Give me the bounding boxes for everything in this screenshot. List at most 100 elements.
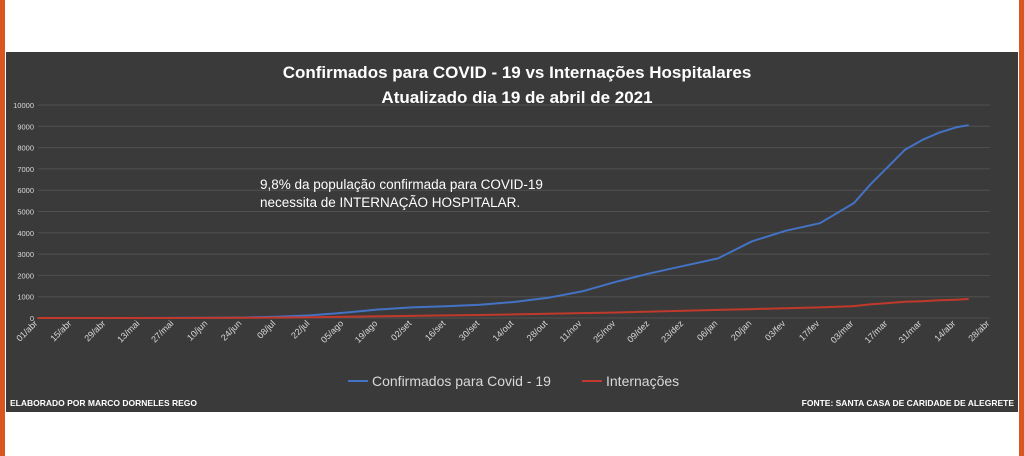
y-tick-label: 8000 <box>17 144 34 153</box>
x-tick-label: 17/mar <box>863 318 890 345</box>
chart-title: Confirmados para COVID - 19 vs Internaçõ… <box>283 63 752 82</box>
x-tick-label: 23/dez <box>659 318 686 345</box>
legend-label-internacoes: Internações <box>606 373 679 389</box>
point-internacoes <box>105 317 107 319</box>
y-tick-label: 9000 <box>17 122 34 131</box>
y-tick-label: 2000 <box>17 271 34 280</box>
point-confirmados <box>547 296 549 299</box>
x-tick-label: 27/mai <box>149 318 175 344</box>
point-internacoes <box>853 305 855 307</box>
point-internacoes <box>938 299 940 302</box>
point-confirmados <box>309 314 311 317</box>
point-internacoes <box>967 298 970 300</box>
point-confirmados <box>683 265 685 267</box>
point-internacoes <box>241 316 243 319</box>
point-confirmados <box>955 126 957 129</box>
x-axis-ticks: 01/abr 15/abr 29/abr 13/mai 27/mai 10/jun 24/j… <box>14 318 991 345</box>
x-tick-label: 13/mai <box>115 318 141 344</box>
footer-left: ELABORADO POR MARCO DORNELES REGO <box>10 398 197 408</box>
y-tick-label: 10000 <box>13 101 34 110</box>
point-confirmados <box>615 280 617 283</box>
legend: Confirmados para Covid - 19 Internações <box>348 373 679 389</box>
point-internacoes <box>870 303 872 305</box>
point-internacoes <box>819 306 821 309</box>
point-confirmados <box>870 183 872 185</box>
point-confirmados <box>938 131 940 134</box>
annotation-line-2: necessita de INTERNAÇÃO HOSPITALAR. <box>260 195 520 210</box>
x-tick-label: 24/jun <box>219 318 243 342</box>
point-confirmados <box>887 165 889 168</box>
x-tick-label: 17/fev <box>797 318 822 343</box>
x-tick-label: 22/jul <box>289 318 311 340</box>
point-internacoes <box>139 317 141 319</box>
x-tick-label: 09/dez <box>625 318 652 345</box>
point-internacoes <box>479 314 481 316</box>
point-confirmados <box>751 240 753 243</box>
x-tick-label: 14/abr <box>932 318 957 343</box>
point-internacoes <box>683 309 685 312</box>
point-confirmados <box>581 290 583 293</box>
x-tick-label: 08/jul <box>255 318 277 340</box>
point-internacoes <box>547 312 549 315</box>
grid-layer <box>38 104 990 319</box>
right-border <box>1019 0 1024 456</box>
series-layer <box>37 124 970 319</box>
chart-subtitle: Atualizado dia 19 de abril de 2021 <box>381 88 652 107</box>
y-tick-label: 3000 <box>17 250 34 259</box>
x-tick-label: 11/nov <box>558 318 584 344</box>
chart-panel <box>6 52 1018 412</box>
point-confirmados <box>819 222 821 225</box>
point-confirmados <box>377 308 379 311</box>
point-internacoes <box>887 302 889 304</box>
x-tick-label: 03/mar <box>829 318 856 345</box>
x-tick-label: 28/out <box>525 318 550 343</box>
point-internacoes <box>275 316 277 319</box>
y-tick-label: 1000 <box>17 293 34 302</box>
legend-label-confirmados: Confirmados para Covid - 19 <box>372 373 551 389</box>
footer-right: FONTE: SANTA CASA DE CARIDADE DE ALEGRET… <box>802 398 1015 408</box>
y-tick-label: 6000 <box>17 186 34 195</box>
x-tick-label: 16/set <box>423 318 448 343</box>
point-confirmados <box>445 305 447 308</box>
x-tick-label: 30/set <box>457 318 482 343</box>
point-confirmados <box>853 202 855 204</box>
x-tick-label: 25/nov <box>591 318 618 345</box>
x-tick-label: 06/jan <box>695 318 719 342</box>
y-tick-label: 7000 <box>17 165 34 174</box>
x-tick-label: 14/out <box>491 318 516 343</box>
x-tick-label: 19/ago <box>353 318 380 345</box>
point-internacoes <box>751 308 753 310</box>
series-line-confirmados <box>38 124 969 319</box>
x-tick-label: 29/abr <box>82 318 107 343</box>
point-internacoes <box>445 314 447 317</box>
left-border <box>0 0 5 456</box>
y-tick-label: 4000 <box>17 229 34 238</box>
point-internacoes <box>581 312 583 314</box>
point-confirmados <box>921 139 923 141</box>
y-tick-label: 0 <box>30 314 34 323</box>
series-line-internacoes <box>38 298 969 319</box>
y-tick-label: 5000 <box>17 208 34 217</box>
x-tick-label: 02/set <box>389 318 414 343</box>
point-internacoes <box>309 316 311 319</box>
point-internacoes <box>717 309 719 311</box>
x-tick-label: 28/abr <box>966 318 991 343</box>
point-confirmados <box>785 229 787 232</box>
x-tick-label: 31/mar <box>897 318 924 345</box>
point-internacoes <box>904 301 906 303</box>
point-internacoes <box>173 317 175 319</box>
point-internacoes <box>921 300 923 302</box>
point-confirmados <box>479 303 481 306</box>
point-internacoes <box>615 311 617 314</box>
point-internacoes <box>955 298 957 301</box>
x-tick-label: 03/fev <box>763 318 788 343</box>
point-internacoes <box>785 307 787 310</box>
point-confirmados <box>717 257 719 260</box>
x-tick-label: 20/jan <box>729 318 753 342</box>
x-tick-label: 01/abr <box>14 318 39 343</box>
point-internacoes <box>377 315 379 318</box>
point-confirmados <box>411 306 413 309</box>
point-internacoes <box>343 316 345 318</box>
point-confirmados <box>904 148 906 151</box>
